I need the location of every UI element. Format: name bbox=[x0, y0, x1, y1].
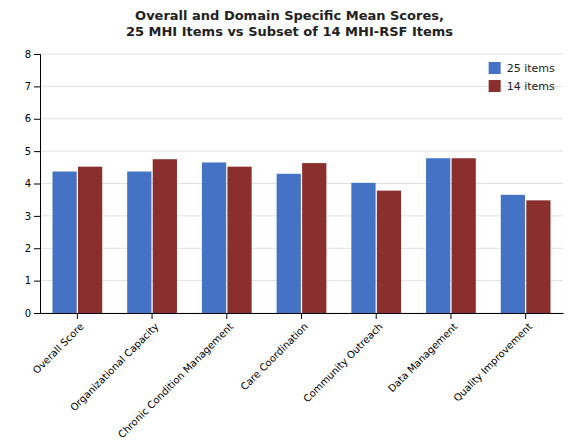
bar bbox=[227, 167, 251, 313]
bar bbox=[351, 183, 375, 313]
y-tick-label: 8 bbox=[25, 49, 31, 60]
x-tick: Care Coordination bbox=[238, 313, 310, 392]
bar bbox=[277, 174, 301, 313]
x-tick: Organizational Capacity bbox=[68, 313, 160, 413]
bar bbox=[452, 158, 476, 313]
legend-swatch bbox=[489, 80, 501, 92]
bar bbox=[426, 158, 450, 313]
grid-line bbox=[40, 248, 563, 249]
y-tick-label: 4 bbox=[25, 178, 31, 189]
y-tick-mark bbox=[34, 151, 40, 152]
x-tick-mark bbox=[77, 313, 78, 319]
y-tick: 8 bbox=[25, 49, 40, 60]
y-axis: 0 1 2 3 4 5 6 7 8 bbox=[25, 49, 41, 319]
y-tick-mark bbox=[34, 248, 40, 249]
y-tick-mark bbox=[34, 119, 40, 120]
y-tick-mark bbox=[34, 313, 40, 314]
x-axis: Overall ScoreOrganizational CapacityChro… bbox=[31, 313, 564, 440]
y-tick: 7 bbox=[25, 81, 40, 92]
x-tick: Community Outreach bbox=[301, 313, 385, 404]
bars bbox=[52, 158, 550, 313]
x-tick-label: Quality Improvement bbox=[451, 321, 534, 404]
y-tick-label: 2 bbox=[25, 243, 31, 254]
legend: 25 items 14 items bbox=[489, 62, 555, 93]
bar bbox=[127, 172, 151, 313]
legend-item: 25 items bbox=[489, 62, 555, 75]
y-tick-mark bbox=[34, 216, 40, 217]
y-tick-label: 1 bbox=[25, 275, 31, 286]
y-tick: 4 bbox=[25, 178, 40, 189]
grid-line bbox=[40, 215, 563, 216]
x-tick-label: Organizational Capacity bbox=[68, 321, 160, 413]
grid-line bbox=[40, 118, 563, 119]
y-tick-label: 5 bbox=[25, 146, 31, 157]
x-tick-mark bbox=[450, 313, 451, 319]
y-tick-label: 3 bbox=[25, 211, 31, 222]
grid-line bbox=[40, 86, 563, 87]
y-tick-label: 6 bbox=[25, 113, 31, 124]
bar bbox=[526, 200, 550, 313]
x-tick-label: Overall Score bbox=[31, 321, 86, 376]
chart: Overall and Domain Specific Mean Scores,… bbox=[0, 0, 579, 441]
y-tick-mark bbox=[34, 54, 40, 55]
title-line: Overall and Domain Specific Mean Scores, bbox=[135, 8, 444, 23]
bar bbox=[302, 163, 326, 313]
y-tick: 2 bbox=[25, 243, 40, 254]
grid-line bbox=[40, 151, 563, 152]
y-tick-mark bbox=[34, 184, 40, 185]
title: Overall and Domain Specific Mean Scores,… bbox=[126, 8, 453, 39]
x-tick: Data Management bbox=[386, 313, 460, 394]
x-tick-mark bbox=[226, 313, 227, 319]
x-tick-label: Care Coordination bbox=[238, 321, 310, 393]
bar bbox=[377, 191, 401, 313]
title-line: 25 MHI Items vs Subset of 14 MHI-RSF Ite… bbox=[126, 24, 453, 39]
x-tick-mark bbox=[301, 313, 302, 319]
y-tick: 0 bbox=[25, 308, 40, 319]
x-tick: Quality Improvement bbox=[451, 313, 534, 404]
y-tick-label: 0 bbox=[25, 308, 31, 319]
plot: 0 1 2 3 4 5 6 7 8 Overall ScoreOrganizational Cap… bbox=[25, 49, 564, 441]
x-tick-label: Community Outreach bbox=[301, 321, 385, 405]
bar bbox=[153, 159, 177, 313]
bar bbox=[78, 167, 102, 313]
x-tick-label: Data Management bbox=[386, 321, 460, 395]
bar bbox=[202, 162, 226, 313]
y-tick-mark bbox=[34, 281, 40, 282]
bar bbox=[501, 195, 525, 313]
y-tick: 5 bbox=[25, 146, 40, 157]
y-tick-mark bbox=[34, 86, 40, 87]
legend-label: 25 items bbox=[507, 62, 555, 75]
grid bbox=[40, 54, 563, 313]
y-axis-line bbox=[34, 55, 41, 314]
bar bbox=[52, 172, 76, 313]
grid-line bbox=[40, 183, 563, 184]
x-tick: Overall Score bbox=[31, 313, 86, 376]
y-tick: 6 bbox=[25, 113, 40, 124]
legend-item: 14 items bbox=[489, 80, 555, 93]
legend-swatch bbox=[489, 62, 501, 74]
y-tick: 1 bbox=[25, 275, 40, 286]
y-tick: 3 bbox=[25, 211, 40, 222]
grid-line bbox=[40, 280, 563, 281]
legend-label: 14 items bbox=[507, 80, 555, 93]
x-tick-mark bbox=[525, 313, 526, 319]
y-tick-label: 7 bbox=[25, 81, 31, 92]
x-tick-mark bbox=[152, 313, 153, 319]
x-tick-label: Chronic Condition Management bbox=[116, 321, 235, 440]
grid-line bbox=[40, 54, 563, 55]
x-tick: Chronic Condition Management bbox=[116, 313, 235, 440]
x-tick-mark bbox=[376, 313, 377, 319]
